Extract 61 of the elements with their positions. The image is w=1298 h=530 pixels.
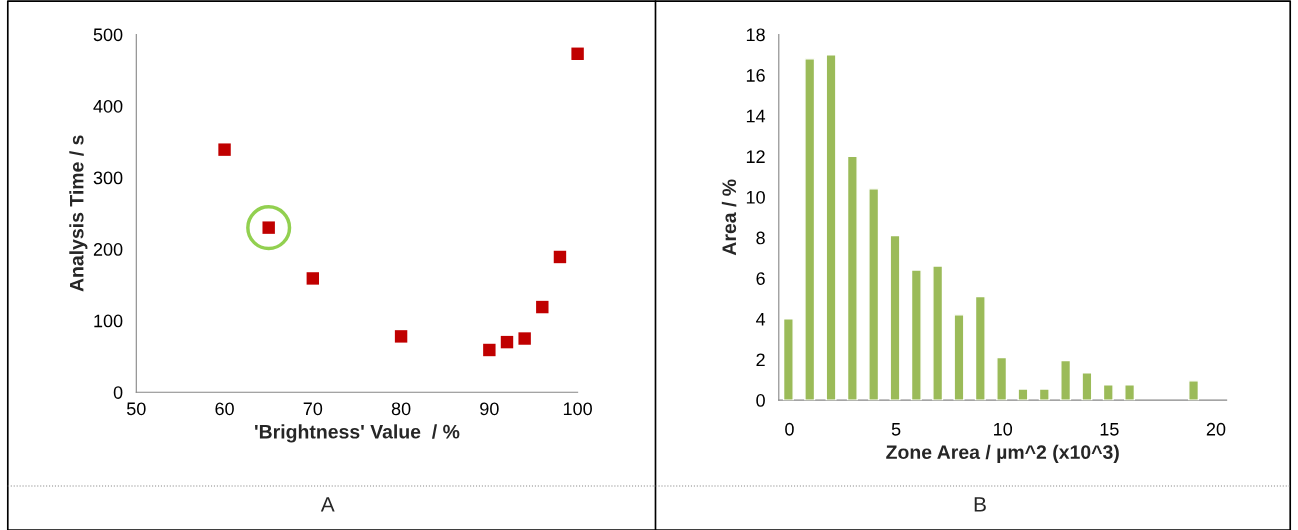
bar [1081, 372, 1093, 401]
y-tick-label: 400 [93, 99, 123, 113]
bar [910, 269, 922, 401]
y-tick-label: 500 [93, 28, 123, 42]
point [518, 332, 531, 345]
bar [1060, 359, 1072, 401]
y-tick-label: 0 [113, 386, 123, 399]
point [536, 300, 549, 314]
bar [782, 318, 794, 401]
y-tick-label: 16 [746, 69, 765, 82]
y-tick-label: 0 [756, 394, 765, 407]
bar [846, 155, 858, 401]
y-tick-label: 12 [746, 150, 765, 163]
bar [1124, 384, 1136, 401]
bar [1017, 388, 1029, 401]
bar [932, 265, 944, 401]
x-axis-title: 'Brightness' Value / % [255, 424, 460, 443]
bar [974, 295, 986, 401]
bar [804, 58, 816, 401]
x-tick-label: 50 [126, 402, 146, 416]
x-tick-label: 20 [1206, 422, 1226, 436]
y-tick-label: 8 [756, 231, 765, 245]
y-tick-label: 4 [755, 313, 766, 326]
x-tick-label: 80 [391, 402, 411, 416]
text: B [974, 497, 986, 512]
y-axis-title: Analysis Time / s [69, 135, 88, 292]
point [500, 335, 514, 349]
bar [868, 188, 880, 401]
point [218, 143, 231, 156]
x-tick-label: 15 [1100, 423, 1119, 436]
x-tick-label: 0 [785, 422, 794, 436]
y-tick-label: 18 [746, 28, 765, 42]
x-tick-label: 10 [994, 422, 1013, 436]
x-tick-label: 60 [215, 402, 234, 416]
bar [825, 54, 837, 401]
y-axis-title: Area / % [721, 179, 737, 256]
y-tick-label: 100 [94, 314, 123, 328]
bar [1102, 384, 1114, 401]
x-tick-label: 90 [480, 402, 499, 416]
bar [1038, 388, 1050, 401]
y-tick-label: 6 [756, 272, 765, 285]
y-tick-label: 2 [756, 353, 765, 367]
bar [953, 314, 965, 401]
y-tick-label: 14 [746, 109, 766, 123]
point [483, 343, 496, 357]
bar [996, 356, 1008, 401]
x-tick-label: 5 [891, 423, 901, 436]
y-tick-label: 200 [93, 243, 123, 256]
bar [1188, 380, 1200, 401]
x-axis-title: Zone Area / µm^2 (x10^3) [886, 444, 1119, 463]
x-tick-label: 100 [563, 402, 592, 416]
point [306, 272, 320, 285]
bar [889, 234, 901, 401]
text: A [320, 497, 335, 512]
point [571, 47, 584, 60]
point [246, 205, 292, 251]
point [394, 330, 408, 343]
x-tick-label: 70 [303, 402, 323, 416]
y-tick-label: 10 [746, 190, 765, 204]
point [553, 250, 567, 264]
y-tick-label: 300 [93, 171, 123, 185]
